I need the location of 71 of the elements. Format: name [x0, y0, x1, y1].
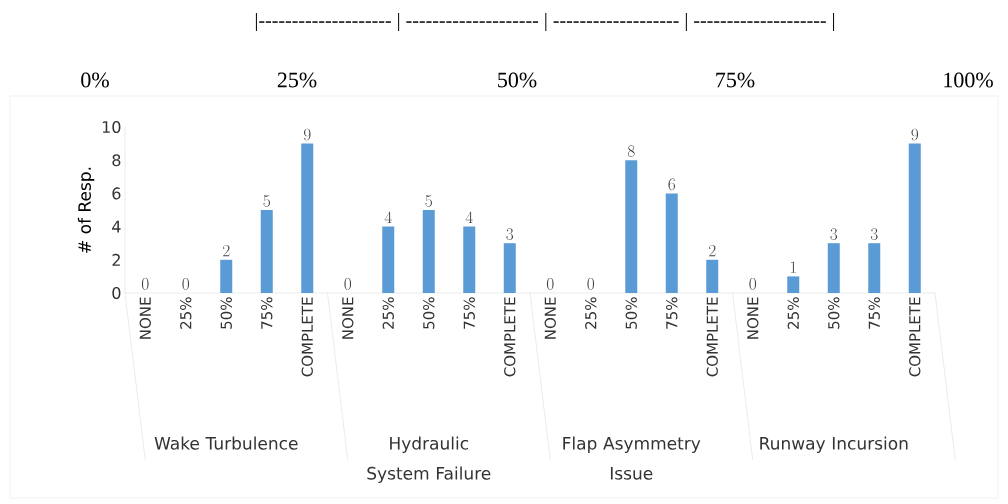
data-label: 0	[344, 278, 352, 290]
x-tick-label: 75%	[666, 297, 678, 329]
x-tick-label: NONE	[342, 297, 354, 339]
text: |-------------------- | -------------------- | ------------------- | -------------------- |	[255, 12, 835, 32]
bar	[463, 226, 476, 293]
x-tick-label: COMPLETE	[909, 297, 921, 377]
data-label: 0	[546, 278, 554, 290]
text: Runway Incursion	[760, 436, 908, 453]
data-label: 0	[182, 278, 190, 290]
x-tick-label: 50%	[220, 297, 232, 329]
data-label: 0	[141, 278, 149, 290]
x-tick-label: 50%	[423, 297, 435, 329]
bar	[220, 259, 233, 293]
bar	[382, 226, 395, 293]
bar	[827, 243, 840, 293]
x-tick-label: NONE	[747, 297, 759, 339]
bar	[422, 210, 435, 293]
data-label: 0	[587, 278, 595, 290]
bar	[706, 259, 719, 293]
data-label: 4	[384, 211, 392, 224]
y-tick-label: 2	[112, 253, 120, 266]
bar	[908, 143, 921, 293]
bar	[787, 276, 800, 293]
x-tick-label: 75%	[463, 297, 475, 329]
x-tick-label: 25%	[585, 297, 597, 329]
x-tick-label: 75%	[868, 297, 880, 329]
x-tick-label: 75%	[261, 297, 273, 329]
x-tick-label: NONE	[544, 297, 556, 339]
data-label: 6	[668, 178, 676, 191]
data-label: 9	[911, 128, 919, 141]
x-tick-label: COMPLETE	[706, 297, 718, 377]
data-label: 9	[303, 128, 311, 141]
data-label: 3	[506, 228, 514, 240]
x-tick-label: COMPLETE	[301, 297, 313, 377]
data-label: 8	[627, 145, 635, 157]
y-tick-label: 4	[112, 220, 121, 233]
text: 0%	[81, 72, 109, 88]
data-label: 3	[870, 228, 878, 240]
text: 100%	[944, 72, 993, 88]
y-tick-label: 0	[112, 286, 121, 300]
y-tick-label: 10	[102, 120, 121, 134]
data-label: 5	[263, 195, 270, 207]
x-tick-label: COMPLETE	[504, 297, 516, 377]
data-label: 3	[830, 228, 838, 240]
bar	[868, 243, 881, 293]
text: Hydraulic System Failure	[367, 436, 491, 483]
text: Flap Asymmetry Issue	[563, 436, 701, 480]
x-tick-label: 25%	[180, 297, 192, 329]
x-tick-label: 25%	[787, 297, 799, 329]
text: 50%	[498, 72, 537, 88]
bar	[625, 160, 638, 293]
y-axis-title: # of Resp.	[77, 167, 95, 253]
x-tick-label: NONE	[139, 297, 151, 339]
data-label: 0	[749, 278, 757, 290]
text: Wake Turbulence	[154, 436, 298, 450]
data-label: 5	[425, 195, 432, 207]
bar	[665, 193, 678, 293]
y-tick-label: 8	[112, 154, 121, 167]
data-label: 1	[790, 261, 796, 273]
data-label: 2	[223, 244, 230, 257]
bar	[301, 143, 314, 293]
text: 25%	[277, 72, 317, 88]
x-tick-label: 25%	[382, 297, 394, 329]
bar	[503, 243, 516, 293]
data-label: 2	[709, 244, 716, 257]
bar	[260, 210, 273, 293]
y-tick-label: 6	[112, 187, 121, 200]
data-label: 4	[465, 211, 473, 224]
text: 75%	[716, 72, 755, 88]
x-tick-label: 50%	[625, 297, 637, 329]
x-tick-label: 50%	[828, 297, 840, 329]
